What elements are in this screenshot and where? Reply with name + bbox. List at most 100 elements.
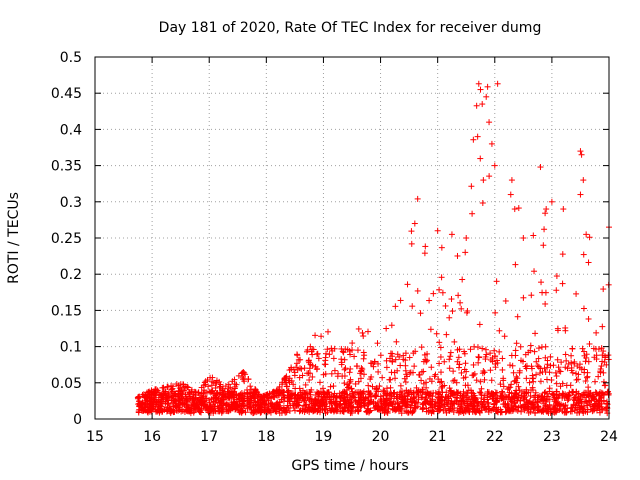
data-point	[437, 379, 444, 386]
data-point	[500, 383, 507, 390]
data-point	[154, 387, 161, 394]
data-point	[505, 384, 512, 391]
data-point	[525, 349, 532, 356]
data-point	[161, 388, 168, 395]
data-point	[388, 322, 395, 329]
data-point	[534, 403, 541, 410]
data-point	[451, 377, 458, 384]
data-point	[397, 362, 404, 369]
data-point	[438, 384, 445, 391]
y-tick-label: 0.4	[60, 122, 82, 138]
data-point	[446, 314, 453, 321]
data-point	[417, 310, 424, 317]
data-point	[346, 369, 353, 376]
data-point	[421, 351, 428, 358]
data-point	[555, 364, 562, 371]
data-point	[588, 395, 595, 402]
x-tick-label: 24	[600, 429, 618, 445]
x-tick-label: 15	[86, 429, 104, 445]
data-point	[238, 408, 245, 415]
x-tick-label: 16	[143, 429, 161, 445]
data-point	[428, 364, 435, 371]
data-point	[348, 385, 355, 392]
data-point	[480, 398, 487, 405]
data-point	[223, 393, 230, 400]
data-point	[296, 385, 303, 392]
data-point	[438, 378, 445, 385]
data-point	[367, 390, 374, 397]
data-point	[428, 378, 435, 385]
data-point	[378, 404, 385, 411]
data-point	[195, 389, 202, 396]
data-point	[350, 393, 357, 400]
data-point	[318, 333, 325, 340]
data-point	[342, 365, 349, 372]
data-point	[242, 409, 249, 416]
data-point	[173, 407, 180, 414]
data-point	[538, 279, 545, 286]
data-point	[318, 398, 325, 405]
chart-title: Day 181 of 2020, Rate Of TEC Index for r…	[159, 20, 542, 36]
data-point	[316, 379, 323, 386]
data-point	[341, 356, 348, 363]
data-point	[442, 302, 449, 309]
data-point	[203, 406, 210, 413]
data-point	[462, 360, 469, 367]
data-point	[330, 355, 337, 362]
data-point	[514, 313, 521, 320]
data-point	[419, 404, 426, 411]
data-point	[329, 347, 336, 354]
data-point	[547, 362, 554, 369]
data-point	[573, 370, 580, 377]
data-point	[537, 164, 544, 171]
data-point	[499, 366, 506, 373]
data-point	[483, 93, 490, 100]
data-point	[471, 399, 478, 406]
data-point	[477, 155, 484, 162]
data-point	[559, 280, 566, 287]
data-point	[208, 378, 215, 385]
data-point	[396, 403, 403, 410]
data-point	[418, 377, 425, 384]
data-point	[546, 401, 553, 408]
data-point	[520, 404, 527, 411]
x-tick-label: 20	[372, 429, 390, 445]
data-point	[477, 86, 484, 93]
data-point	[249, 393, 256, 400]
data-point	[512, 347, 519, 354]
data-point	[467, 346, 474, 353]
data-point	[470, 361, 477, 368]
data-point	[275, 406, 282, 413]
data-point	[397, 389, 404, 396]
data-point	[528, 292, 535, 299]
data-point	[590, 394, 597, 401]
data-point	[563, 409, 570, 416]
data-point	[301, 365, 308, 372]
data-point	[309, 351, 316, 358]
data-point	[511, 206, 518, 213]
data-point	[177, 381, 184, 388]
data-point	[418, 368, 425, 375]
data-point	[472, 394, 479, 401]
data-point	[437, 344, 444, 351]
data-point	[328, 370, 335, 377]
data-point	[261, 408, 268, 415]
y-tick-label: 0.1	[60, 340, 82, 356]
data-point	[474, 133, 481, 140]
data-point	[477, 378, 484, 385]
data-point	[559, 408, 566, 415]
data-point	[169, 388, 176, 395]
data-point	[299, 372, 306, 379]
data-point	[312, 392, 319, 399]
data-point	[393, 406, 400, 413]
y-axis-label: ROTI / TECUs	[6, 192, 22, 284]
data-point	[321, 390, 328, 397]
data-point	[580, 251, 587, 258]
data-point	[554, 356, 561, 363]
data-point	[145, 398, 152, 405]
data-point	[513, 340, 520, 347]
data-point	[200, 397, 207, 404]
data-point	[178, 388, 185, 395]
data-point	[580, 391, 587, 398]
data-point	[423, 379, 430, 386]
